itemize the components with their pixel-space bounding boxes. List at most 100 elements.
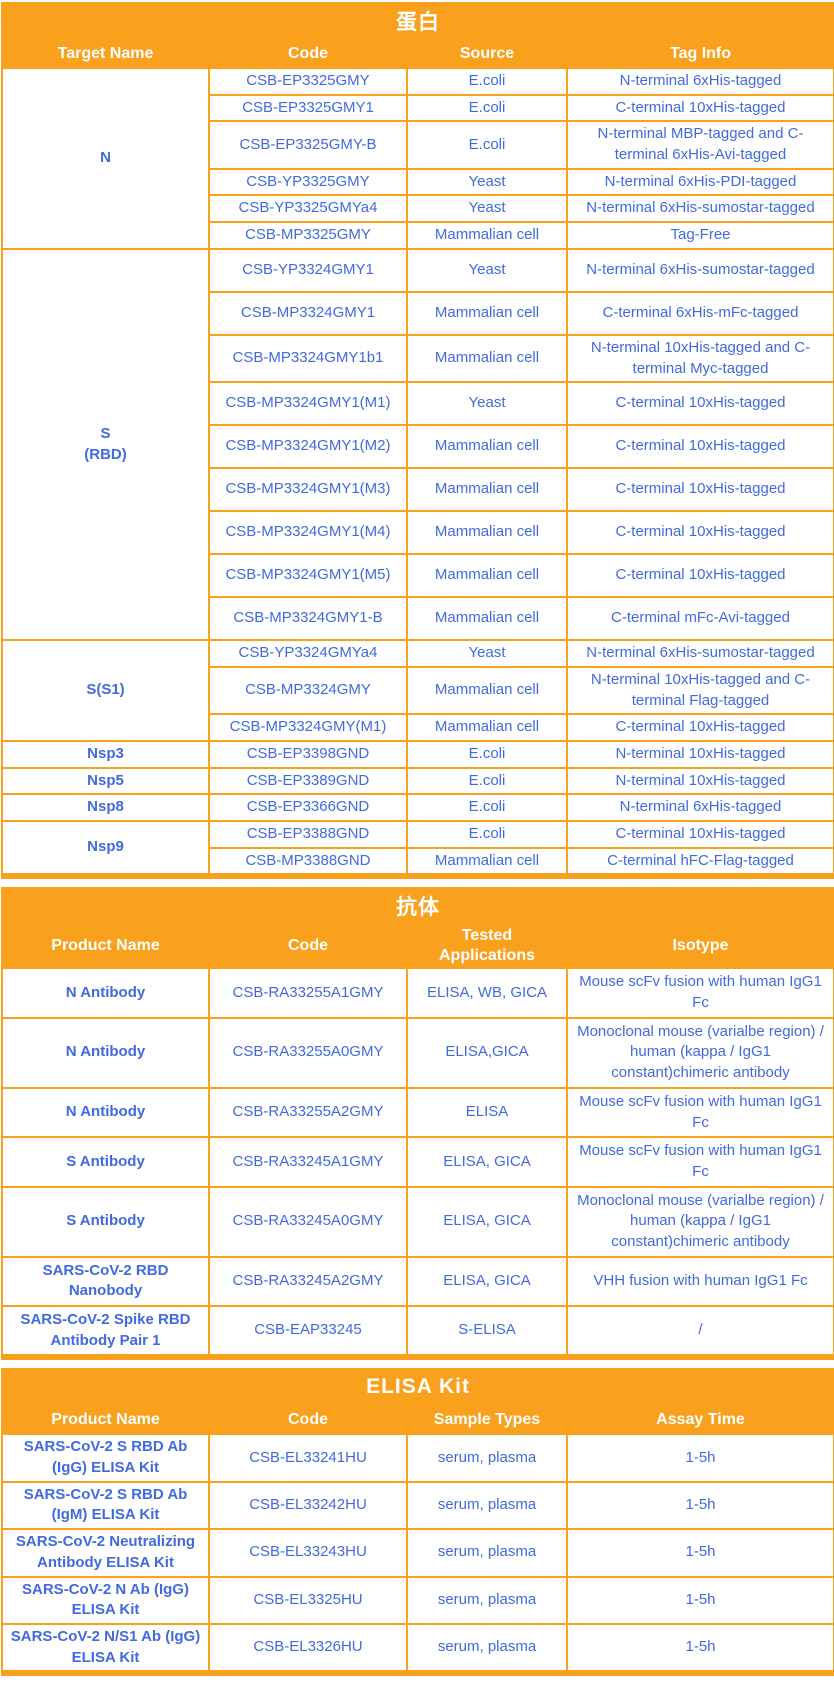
product-name-cell: SARS-CoV-2 N/S1 Ab (IgG) ELISA Kit: [1, 1622, 210, 1675]
column-header-source: Source: [406, 38, 568, 69]
protein-table: 蛋白 Target Name Code Source Tag Info N CSB…: [1, 2, 834, 880]
table-row: SARS-CoV-2 Neutralizing Antibody ELISA K…: [1, 1528, 834, 1578]
sample-types-cell: serum, plasma: [406, 1480, 568, 1531]
code-cell: CSB-MP3324GMY: [208, 665, 408, 716]
tested-applications-cell: ELISA, GICA: [406, 1136, 568, 1188]
code-cell: CSB-YP3325GMYa4: [208, 194, 408, 224]
table-row: CSB-MP3324GMY Mammalian cell N-terminal 10…: [2, 665, 834, 716]
tag-info-cell: N-terminal 6xHis-PDI-tagged: [566, 167, 834, 197]
table-row: Nsp9 CSB-EP3388GND E.coli C-terminal 10xHis…: [1, 819, 834, 878]
source-cell: Mammalian cell: [406, 510, 568, 556]
tag-info-cell: N-terminal 6xHis-sumostar-tagged: [566, 247, 834, 293]
tag-info-cell: C-terminal hFC-Flag-tagged: [566, 846, 834, 878]
table-row: N CSB-EP3325GMY E.coli N-terminal 6xHis-tag…: [1, 67, 834, 250]
sample-types-cell: serum, plasma: [406, 1528, 568, 1578]
code-cell: CSB-EP3389GND: [208, 766, 408, 796]
assay-time-cell: 1-5h: [565, 1433, 834, 1483]
sample-types-cell: serum, plasma: [406, 1433, 568, 1483]
table-row: Nsp5 CSB-EP3389GND E.coli N-terminal 10xHis…: [1, 766, 834, 796]
table-row: CSB-MP3324GMY1(M5) Mammalian cell C-termin…: [2, 553, 834, 599]
table-row: CSB-MP3324GMY1b1 Mammalian cell N-terminal…: [2, 333, 834, 384]
protein-table-title: 蛋白: [1, 2, 834, 40]
tag-info-cell: C-terminal 10xHis-tagged: [566, 820, 834, 849]
assay-time-cell: 1-5h: [565, 1528, 834, 1578]
code-cell: CSB-EP3398GND: [208, 739, 408, 769]
code-cell: CSB-EL33243HU: [208, 1528, 408, 1578]
product-name-cell: SARS-CoV-2 S RBD Ab (IgM) ELISA Kit: [1, 1480, 210, 1531]
assay-time-cell: 1-5h: [565, 1622, 834, 1675]
source-cell: E.coli: [406, 820, 568, 849]
source-cell: Mammalian cell: [406, 596, 568, 642]
table-row: Nsp8 CSB-EP3366GND E.coli N-terminal 6xHis-…: [1, 793, 834, 822]
target-name-cell: S(S1): [1, 639, 210, 742]
elisa-kit-table: ELISA Kit Product Name Code Sample Types…: [0, 1368, 834, 1677]
product-name-cell: N Antibody: [1, 1016, 210, 1089]
product-name-cell: S Antibody: [1, 1185, 210, 1258]
source-cell: Mammalian cell: [406, 333, 568, 384]
code-cell: CSB-MP3325GMY: [208, 221, 408, 250]
table-row: S Antibody CSB-RA33245A1GMY ELISA, GICA Mou…: [1, 1136, 834, 1188]
antibody-table-title: 抗体: [1, 887, 834, 926]
assay-time-cell: 1-5h: [565, 1480, 834, 1531]
code-cell: CSB-MP3324GMY1: [208, 290, 408, 336]
table-row: CSB-MP3324GMY1 Mammalian cell C-terminal 6…: [2, 290, 834, 336]
code-cell: CSB-EP3388GND: [208, 820, 408, 849]
code-cell: CSB-EAP33245: [208, 1304, 408, 1359]
code-cell: CSB-RA33255A0GMY: [208, 1016, 408, 1089]
column-header-code: Code: [208, 923, 408, 970]
product-name-cell: N Antibody: [1, 1086, 210, 1139]
code-cell: CSB-EL3325HU: [208, 1575, 408, 1625]
tag-info-cell: C-terminal 10xHis-tagged: [566, 553, 834, 599]
source-cell: Yeast: [406, 381, 568, 427]
product-name-cell: S Antibody: [1, 1136, 210, 1188]
source-cell: E.coli: [406, 93, 568, 123]
source-cell: Mammalian cell: [406, 553, 568, 599]
source-cell: E.coli: [406, 120, 568, 170]
table-row: N Antibody CSB-RA33255A2GMY ELISA Mouse scF…: [1, 1086, 834, 1139]
table-row: Nsp3 CSB-EP3398GND E.coli N-terminal 10xHis…: [1, 739, 834, 769]
tag-info-cell: N-terminal 10xHis-tagged and C-terminal …: [566, 665, 834, 716]
tag-info-cell: N-terminal 6xHis-sumostar-tagged: [566, 639, 834, 668]
tested-applications-cell: ELISA, GICA: [406, 1185, 568, 1258]
table-row: SARS-CoV-2 RBD Nanobody CSB-RA33245A2GMY E…: [1, 1255, 834, 1308]
tag-info-cell: C-terminal 10xHis-tagged: [566, 510, 834, 556]
table-row: CSB-MP3388GND Mammalian cell C-terminal hF…: [2, 846, 834, 878]
source-cell: Mammalian cell: [406, 221, 568, 250]
source-cell: Yeast: [406, 194, 568, 224]
antibody-table-title-row: 抗体: [1, 887, 834, 926]
code-cell: CSB-EP3366GND: [208, 793, 408, 822]
tag-info-cell: C-terminal 10xHis-tagged: [566, 381, 834, 427]
tag-info-cell: C-terminal 10xHis-tagged: [566, 93, 834, 123]
source-cell: Mammalian cell: [406, 290, 568, 336]
table-row: N Antibody CSB-RA33255A1GMY ELISA, WB, GIC…: [1, 967, 834, 1019]
source-cell: Mammalian cell: [406, 846, 568, 878]
table-row: SARS-CoV-2 S RBD Ab (IgG) ELISA Kit CSB-E…: [1, 1433, 834, 1483]
target-name-cell: Nsp8: [1, 793, 210, 822]
table-row: CSB-MP3324GMY1(M4) Mammalian cell C-termin…: [2, 510, 834, 556]
tested-applications-cell: ELISA,GICA: [406, 1016, 568, 1089]
code-cell: CSB-EL33242HU: [208, 1480, 408, 1531]
product-name-cell: SARS-CoV-2 RBD Nanobody: [1, 1255, 210, 1308]
tag-info-cell: N-terminal 6xHis-sumostar-tagged: [566, 194, 834, 224]
protein-table-title-row: 蛋白: [1, 2, 834, 40]
tested-applications-cell: S-ELISA: [406, 1304, 568, 1359]
table-row: S (RBD) CSB-YP3324GMY1 Yeast N-terminal 6xH…: [1, 247, 834, 642]
column-header-tag-info: Tag Info: [566, 38, 834, 69]
code-cell: CSB-MP3324GMY1(M3): [208, 467, 408, 513]
code-cell: CSB-MP3324GMY(M1): [208, 713, 408, 742]
table-row: N Antibody CSB-RA33255A0GMY ELISA,GICA Mono…: [1, 1016, 834, 1089]
product-name-cell: SARS-CoV-2 N Ab (IgG) ELISA Kit: [1, 1575, 210, 1625]
target-name-cell: Nsp9: [1, 819, 210, 878]
elisa-kit-table-title-row: ELISA Kit: [0, 1368, 834, 1407]
column-header-product-name: Product Name: [1, 1404, 210, 1436]
product-name-cell: SARS-CoV-2 Spike RBD Antibody Pair 1: [1, 1304, 210, 1359]
code-cell: CSB-RA33245A2GMY: [208, 1255, 408, 1308]
tag-info-cell: N-terminal 10xHis-tagged: [566, 739, 834, 769]
target-name-cell: N: [1, 67, 210, 250]
target-name-cell: S (RBD): [1, 247, 210, 642]
tag-info-cell: C-terminal 10xHis-tagged: [566, 713, 834, 742]
isotype-cell: Mouse scFv fusion with human IgG1 Fc: [566, 1136, 834, 1188]
source-cell: E.coli: [406, 766, 568, 796]
code-cell: CSB-RA33245A1GMY: [208, 1136, 408, 1188]
